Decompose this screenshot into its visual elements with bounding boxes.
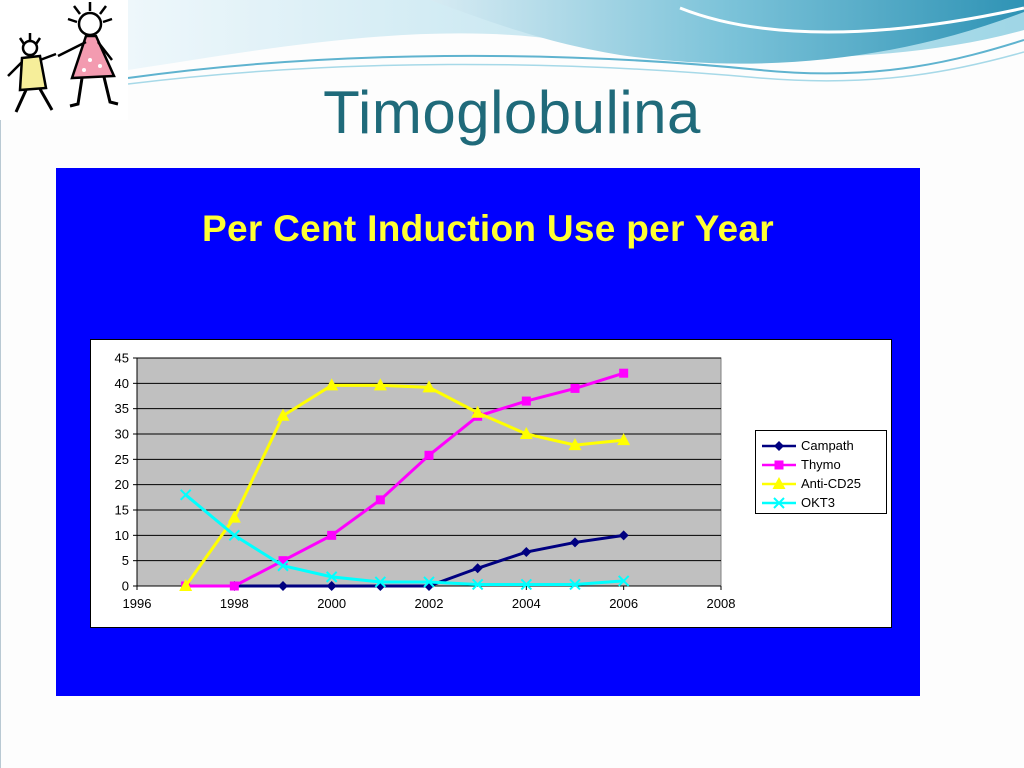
legend-label: Anti-CD25 (801, 476, 861, 491)
slide-left-border (0, 118, 1, 768)
data-point (520, 578, 533, 591)
data-point (424, 450, 434, 460)
data-point (179, 489, 192, 501)
plot-card: 0 5 10 15 20 25 30 35 40 45 1996 1998 2000 2002 2004 20… (90, 339, 892, 628)
legend-label: Thymo (801, 457, 841, 472)
data-point (278, 556, 288, 566)
data-point (521, 547, 532, 558)
legend-swatch (762, 460, 796, 470)
chart-panel: Per Cent Induction Use per Year 0 5 10 15 20… (56, 168, 920, 696)
x-tick-label: 2008 (707, 596, 736, 611)
data-point (229, 581, 239, 591)
y-tick-label: 5 (122, 553, 129, 568)
data-point (228, 529, 241, 542)
legend-label: Campath (801, 438, 854, 453)
data-point (373, 378, 387, 391)
data-point (570, 383, 580, 393)
header-wave-banner (127, 0, 1024, 85)
y-tick-label: 40 (115, 376, 129, 391)
data-point (471, 578, 484, 591)
data-point (472, 563, 483, 574)
data-point (326, 581, 337, 591)
x-tick-label: 2004 (512, 596, 541, 611)
y-tick-label: 35 (115, 401, 129, 416)
data-point (617, 433, 631, 446)
legend-item: Anti-CD25 (760, 475, 884, 493)
data-point (422, 380, 436, 393)
y-tick-label: 10 (115, 528, 129, 543)
x-tick-label: 2000 (317, 596, 346, 611)
data-point (277, 560, 289, 572)
line-chart: 0 5 10 15 20 25 30 35 40 45 1996 1998 2000 2002 2004 20… (115, 351, 736, 612)
children-playing-icon (7, 2, 119, 113)
y-tick-label: 45 (115, 351, 129, 366)
series-okt3 (179, 489, 630, 591)
legend-item: OKT3 (760, 494, 884, 512)
plot-area (136, 357, 722, 587)
x-tick-label: 1996 (123, 596, 152, 611)
data-point (276, 408, 290, 421)
legend-swatch (762, 497, 796, 509)
chart-legend: Campath Thymo Anti-CD25 OKT3 (755, 430, 887, 514)
chart-title: Per Cent Induction Use per Year (201, 208, 774, 249)
data-point (423, 576, 435, 588)
legend-swatch (762, 477, 796, 489)
y-tick-label: 20 (115, 477, 129, 492)
data-point (617, 575, 630, 587)
x-tick-label: 1998 (220, 596, 249, 611)
y-tick-label: 25 (115, 452, 129, 467)
y-tick-label: 15 (115, 503, 129, 518)
data-point (374, 576, 387, 588)
series-line (184, 383, 624, 587)
slide-title: Timoglobulina (323, 79, 701, 146)
legend-item: Campath (760, 437, 884, 455)
data-point (568, 438, 582, 451)
data-point (325, 378, 339, 391)
logo (0, 0, 128, 120)
legend-item: Thymo (760, 456, 884, 474)
data-point (519, 427, 533, 439)
series-line (184, 493, 624, 586)
data-point (521, 396, 531, 406)
x-tick-label: 2002 (415, 596, 444, 611)
legend-swatch (762, 441, 796, 451)
data-point (278, 581, 288, 591)
data-point (179, 579, 193, 591)
series-line (185, 533, 624, 588)
data-point (227, 510, 241, 523)
x-tick-label: 2006 (609, 596, 638, 611)
data-point (327, 530, 337, 540)
data-point (325, 571, 338, 583)
y-tick-label: 30 (115, 427, 129, 442)
data-point (618, 530, 629, 541)
data-point (569, 578, 581, 591)
legend-label: OKT3 (801, 495, 835, 510)
y-tick-label: 0 (122, 579, 129, 594)
data-point (619, 368, 629, 378)
series-line (185, 371, 625, 588)
series-anti-cd25 (179, 378, 631, 591)
data-point (375, 495, 385, 505)
data-point (570, 537, 580, 548)
data-point (471, 405, 485, 418)
